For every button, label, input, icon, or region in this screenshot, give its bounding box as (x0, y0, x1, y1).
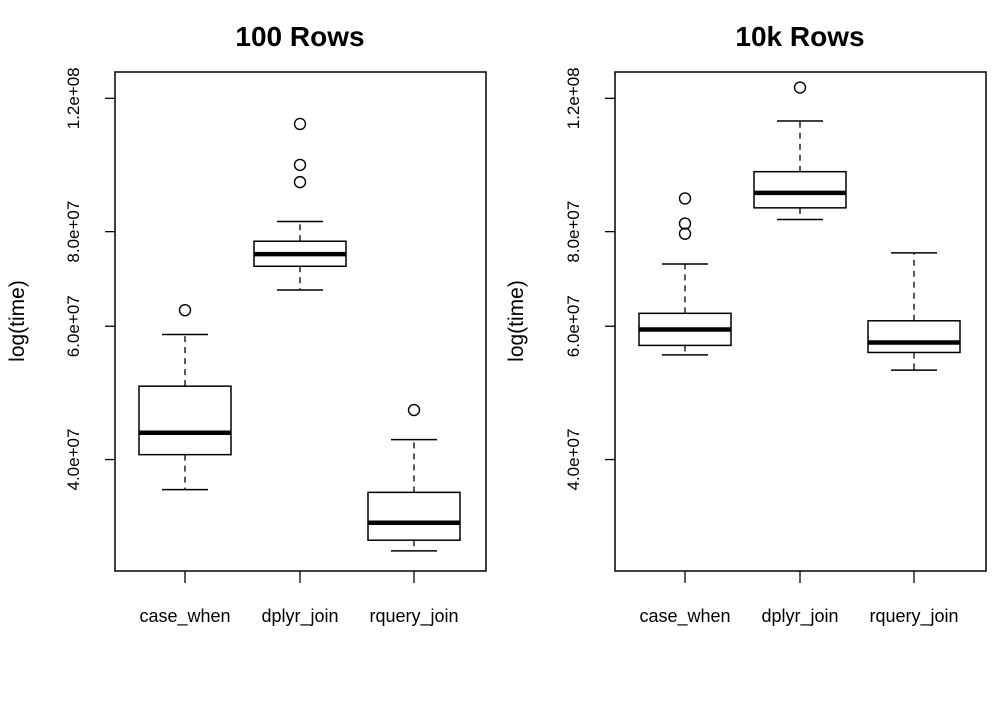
iqr-box (753, 170, 847, 209)
y-tick-label: 1.2e+08 (64, 67, 83, 129)
outlier-point (793, 81, 807, 94)
iqr-box (867, 320, 961, 354)
outlier-point (678, 227, 692, 240)
x-tick-label: case_when (639, 606, 730, 627)
box-series (138, 117, 461, 552)
x-tick-label: dplyr_join (261, 606, 338, 627)
x-axis: case_when dplyr_join rquery_join (639, 571, 959, 627)
outlier-point (293, 117, 307, 131)
iqr-box (367, 491, 461, 541)
y-axis-label: log(time) (6, 280, 29, 362)
outlier-point (678, 217, 692, 230)
y-tick-label: 6.0e+07 (564, 295, 583, 357)
x-tick-label: case_when (139, 606, 230, 627)
outlier-point (407, 403, 421, 417)
outlier-point (293, 175, 307, 189)
y-axis-label: log(time) (505, 280, 528, 362)
outlier-point (178, 303, 192, 317)
y-tick-label: 1.2e+08 (564, 67, 583, 129)
y-axis: 4.0e+07 6.0e+07 8.0e+07 1.2e+08 (64, 67, 115, 491)
panel-100-rows: 100 Rows log(time) 4.0e+07 6.0e+07 8.0e+07… (6, 21, 487, 627)
y-tick-label: 4.0e+07 (64, 429, 83, 491)
y-tick-label: 8.0e+07 (564, 201, 583, 263)
iqr-box (138, 385, 232, 456)
x-tick-label: dplyr_join (761, 606, 838, 627)
panel-10k-rows: 10k Rows log(time) 4.0e+07 6.0e+07 8.0e+07… (505, 21, 987, 627)
y-axis: 4.0e+07 6.0e+07 8.0e+07 1.2e+08 (564, 67, 615, 491)
y-tick-label: 4.0e+07 (564, 429, 583, 491)
x-tick-label: rquery_join (369, 606, 458, 627)
y-tick-label: 8.0e+07 (64, 201, 83, 263)
outlier-point (678, 192, 692, 205)
x-axis: case_when dplyr_join rquery_join (139, 571, 459, 627)
box-series (638, 81, 961, 371)
x-tick-label: rquery_join (869, 606, 958, 627)
chart-title: 100 Rows (235, 21, 364, 52)
y-tick-label: 6.0e+07 (64, 295, 83, 357)
chart-title: 10k Rows (735, 21, 864, 52)
outlier-point (293, 158, 307, 172)
